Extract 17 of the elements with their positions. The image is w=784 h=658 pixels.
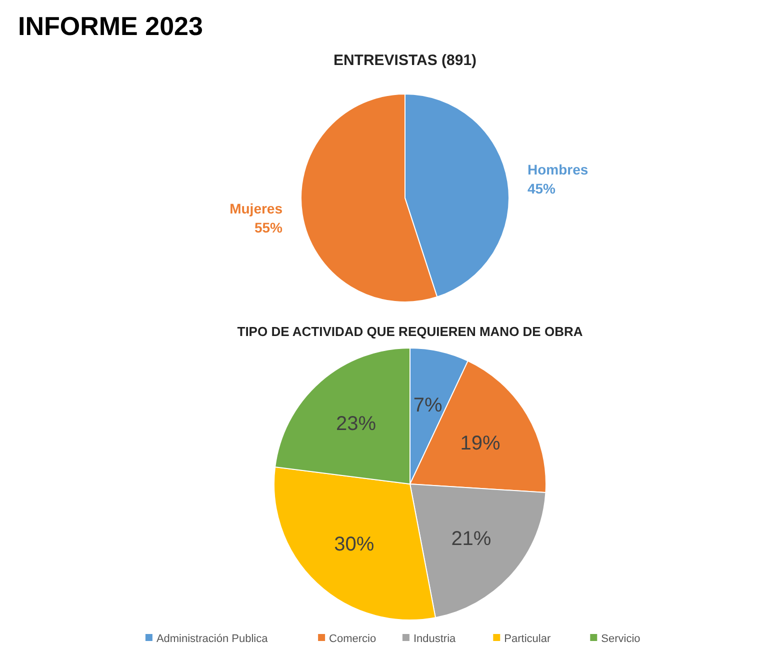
slice-label: Hombres bbox=[527, 162, 588, 178]
data-label: 7% bbox=[413, 394, 442, 416]
slice-label: Mujeres bbox=[230, 200, 283, 216]
text: INFORME 2023 bbox=[18, 11, 203, 41]
data-label: 23% bbox=[336, 412, 376, 435]
legend-label: Particular bbox=[504, 633, 551, 645]
data-label: 55% bbox=[254, 219, 284, 236]
legend-label: Industria bbox=[413, 633, 457, 645]
legend-label: Servicio bbox=[601, 633, 640, 645]
legend-label: Administración Publica bbox=[156, 633, 269, 645]
chart-title: ENTREVISTAS (891) bbox=[333, 52, 477, 69]
chart-title: TIPO DE ACTIVIDAD QUE REQUIEREN MANO DE OBRA bbox=[237, 324, 584, 339]
data-label: 21% bbox=[451, 528, 492, 550]
data-label: 19% bbox=[460, 432, 500, 454]
data-label: 30% bbox=[334, 533, 374, 556]
legend-label: Comercio bbox=[329, 633, 376, 645]
data-label: 45% bbox=[527, 180, 556, 197]
